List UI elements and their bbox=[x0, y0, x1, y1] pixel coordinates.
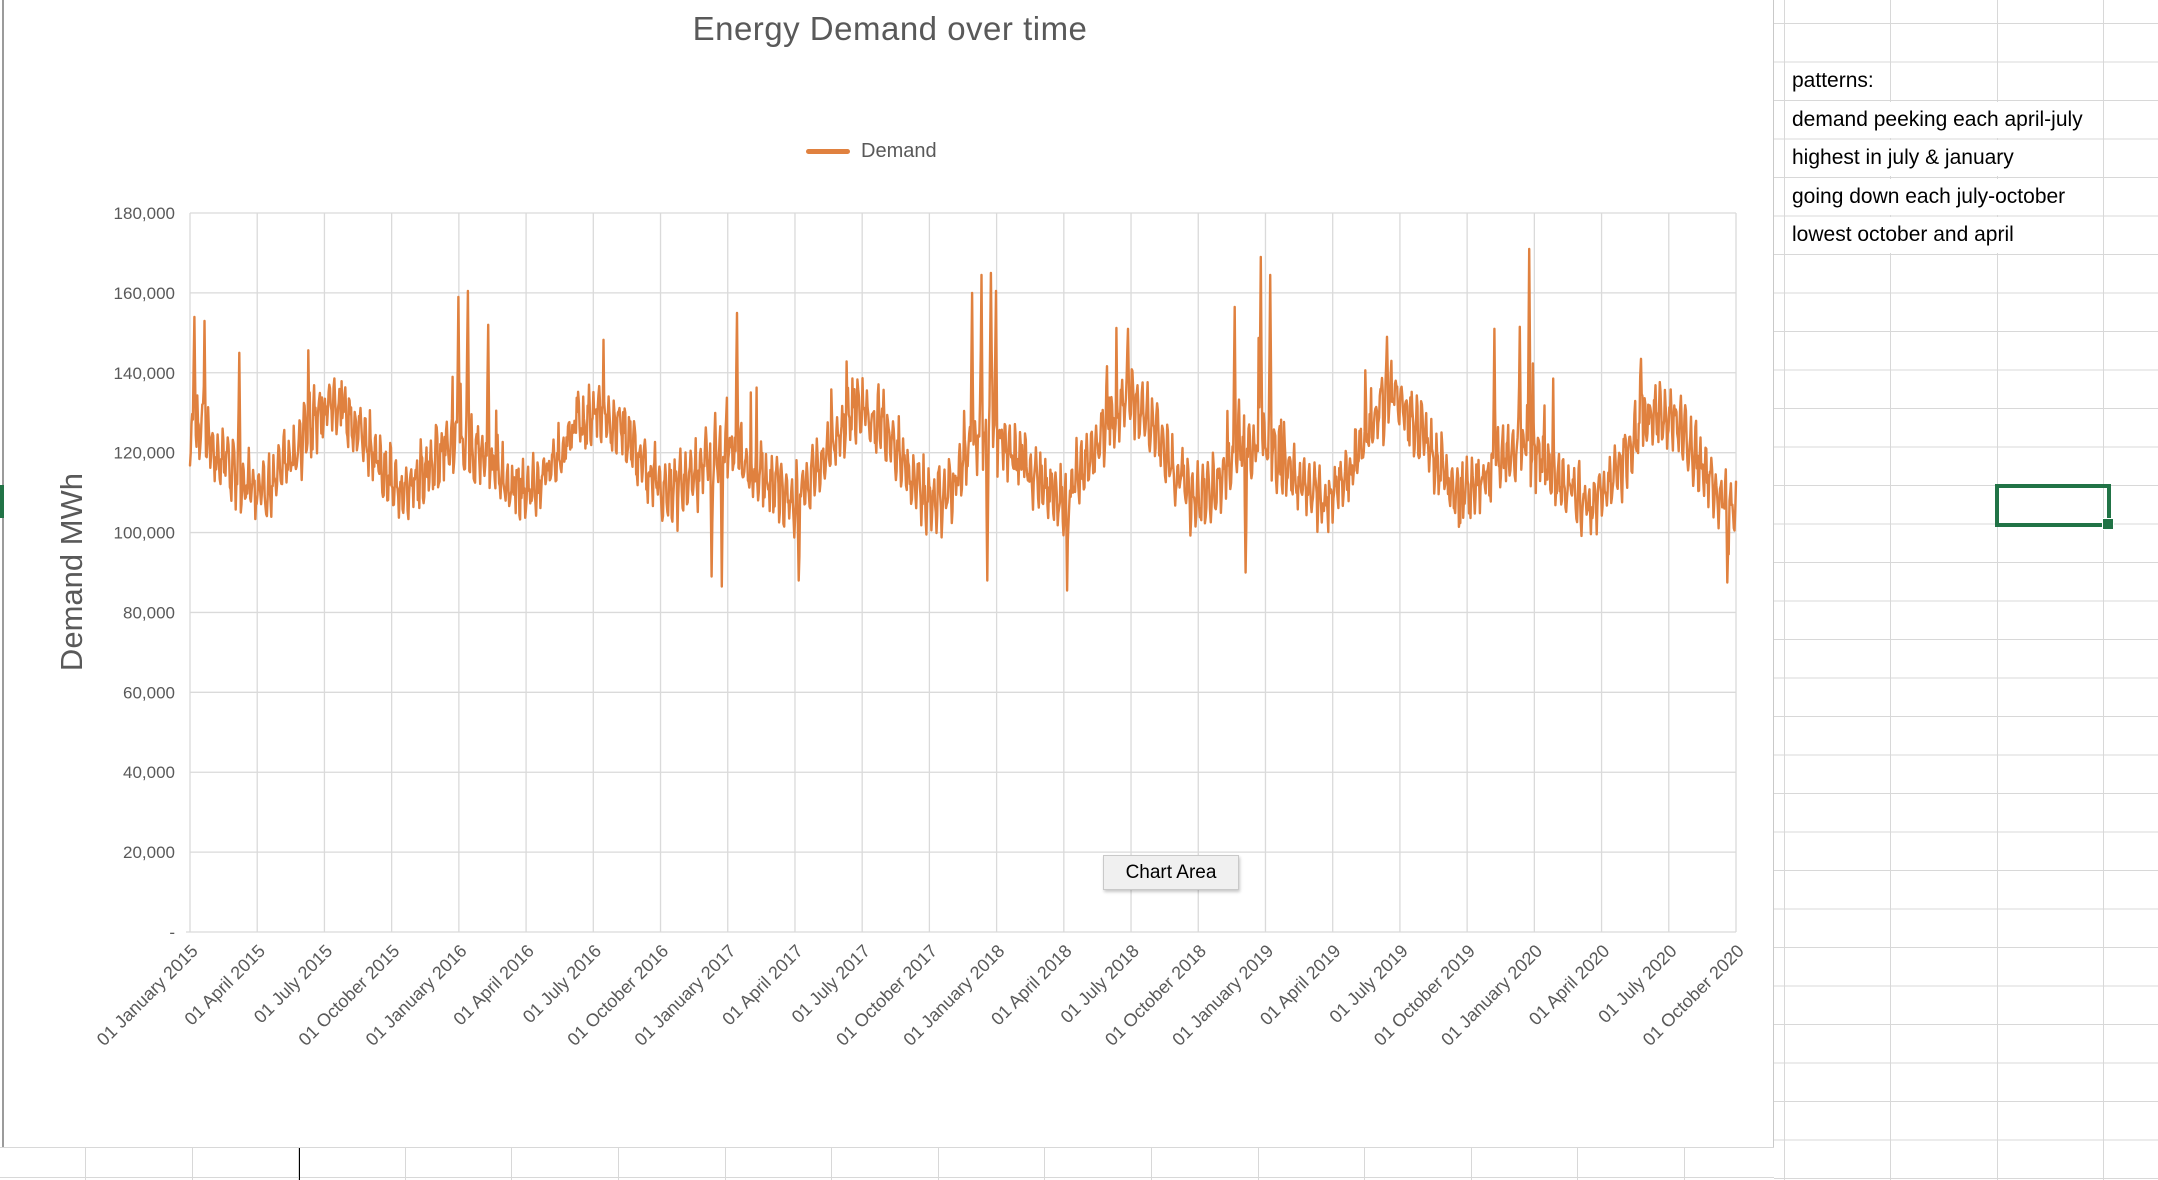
selected-row-indicator bbox=[0, 485, 4, 518]
y-tick-label: 100,000 bbox=[114, 524, 175, 543]
sheet-gridline-v bbox=[1784, 0, 1785, 1180]
y-tick-label: - bbox=[169, 923, 175, 942]
y-tick-label: 160,000 bbox=[114, 284, 175, 303]
legend-label: Demand bbox=[861, 139, 937, 162]
y-tick-label: 80,000 bbox=[123, 603, 175, 622]
legend-line-marker bbox=[806, 148, 850, 154]
selected-cell[interactable] bbox=[1995, 484, 2114, 530]
note-cell-patterns[interactable]: patterns: bbox=[1792, 63, 1882, 99]
sheet-gridline-v bbox=[298, 1148, 300, 1180]
y-tick-label: 20,000 bbox=[123, 843, 175, 862]
sheet-gridline-v bbox=[1997, 0, 1998, 1180]
sheet-gridline-v bbox=[618, 1148, 619, 1180]
sheet-gridline-v bbox=[724, 1148, 726, 1180]
sheet-bottom-strip bbox=[0, 1147, 1774, 1180]
sheet-gridline-v bbox=[191, 1148, 193, 1180]
y-tick-label: 180,000 bbox=[114, 204, 175, 223]
chart-svg: 180,000 160,000 140,000 120,000 100,000 80,00… bbox=[93, 204, 1748, 1050]
sheet-gridline-v bbox=[1257, 1148, 1259, 1180]
sheet-gridline-h bbox=[0, 1147, 1774, 1148]
sheet-gridline-v bbox=[85, 1148, 86, 1180]
chart-area-tooltip: Chart Area bbox=[1103, 855, 1239, 890]
sheet-gridline-v bbox=[831, 1148, 833, 1180]
sheet-gridline-v bbox=[937, 1148, 939, 1180]
sheet-gridline-v bbox=[404, 1148, 406, 1180]
sheet-gridline-v bbox=[1577, 1148, 1579, 1180]
sheet-right-panel: patterns: demand peeking each april-july… bbox=[1774, 0, 2158, 1180]
sheet-gridline-v bbox=[2103, 0, 2104, 1180]
sheet-gridline-v bbox=[511, 1148, 513, 1180]
sheet-gridline-v bbox=[1890, 0, 1891, 1180]
demand-series-line[interactable] bbox=[188, 247, 1738, 592]
y-tick-label: 40,000 bbox=[123, 763, 175, 782]
y-tick-label: 120,000 bbox=[114, 444, 175, 463]
note-cell-lowest[interactable]: lowest october and april bbox=[1792, 217, 2022, 253]
chart-title[interactable]: Energy Demand over time bbox=[692, 10, 1088, 47]
fill-handle[interactable] bbox=[2102, 518, 2114, 530]
chart-right-border bbox=[1773, 0, 1774, 1147]
sheet-gridline-v bbox=[1364, 1148, 1366, 1180]
sheet-gridline-v bbox=[1044, 1148, 1046, 1180]
y-tick-label: 140,000 bbox=[114, 364, 175, 383]
chart-legend[interactable]: Demand bbox=[806, 138, 937, 164]
sheet-gridline-v bbox=[1151, 1148, 1152, 1180]
note-cell-down[interactable]: going down each july-october bbox=[1792, 178, 2074, 215]
sheet-gridline-v bbox=[1684, 1148, 1685, 1180]
y-tick-label: 60,000 bbox=[123, 683, 175, 702]
note-cell-peaking[interactable]: demand peeking each april-july bbox=[1792, 101, 2091, 138]
sheet-gridline-v bbox=[1470, 1148, 1472, 1180]
note-cell-highest[interactable]: highest in july & january bbox=[1792, 140, 2022, 176]
sheet-left-edge-line bbox=[2, 0, 4, 1147]
chart-object[interactable]: Energy Demand over time Demand Demand MW… bbox=[0, 0, 1773, 1147]
sheet-gridline-h bbox=[0, 1177, 1774, 1178]
x-tick-label: 01 January 2015 bbox=[93, 941, 202, 1050]
